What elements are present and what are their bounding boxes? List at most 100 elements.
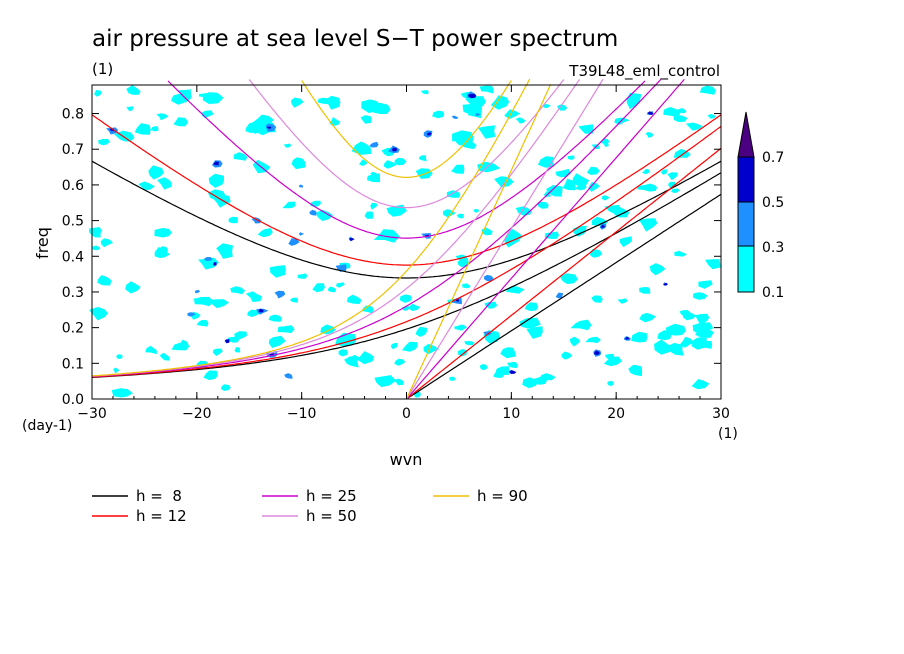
spectrum-blob (216, 243, 233, 259)
spectrum-blob (671, 188, 680, 194)
x-axis-label: wvn (390, 450, 423, 469)
spectrum-blob (89, 306, 108, 321)
spectrum-blob (537, 201, 549, 209)
mrg-curve-8 (91, 172, 722, 378)
colorbar-swatch (737, 245, 755, 293)
spectrum-blob (125, 281, 141, 294)
spectrum-blob (605, 353, 615, 360)
spectrum-blob (591, 216, 608, 226)
spectrum-blob (555, 292, 564, 299)
spectrum-blob (346, 294, 362, 304)
ig-curve-90 (301, 80, 512, 179)
spectrum-blob (639, 218, 658, 232)
mrg-curve-90 (91, 78, 531, 377)
spectrum-blob (478, 125, 496, 139)
spectrum-blob (603, 356, 623, 367)
spectrum-blob (692, 322, 714, 335)
spectrum-blob (468, 93, 477, 99)
spectrum-blob (309, 209, 317, 216)
spectrum-blob (705, 259, 721, 270)
spectrum-blob (299, 232, 305, 236)
spectrum-blob (156, 113, 169, 121)
spectrum-blob (479, 363, 488, 371)
x-unit-label: (1) (718, 426, 738, 442)
spectrum-blob (464, 341, 475, 346)
spectrum-blob (668, 181, 677, 188)
spectrum-blob (176, 89, 192, 98)
spectrum-blob (402, 341, 418, 352)
spectrum-blob (150, 126, 159, 132)
spectrum-blob (408, 303, 421, 311)
spectrum-blob (94, 89, 102, 97)
spectrum-blob (298, 184, 303, 188)
mrg-curve-25 (91, 79, 662, 378)
spectrum-blob (212, 348, 223, 356)
spectrum-blob (642, 169, 650, 175)
spectrum-blob (673, 326, 683, 331)
spectrum-blob (504, 109, 521, 119)
spectrum-blob (390, 342, 398, 350)
spectrum-blob (154, 228, 172, 238)
spectrum-blob (145, 345, 157, 355)
spectrum-blob (432, 110, 445, 119)
spectrum-blob (274, 290, 286, 299)
spectrum-blob (327, 286, 337, 293)
spectrum-blob (357, 351, 375, 365)
spectrum-blob (312, 283, 325, 293)
x-tick-label: 0 (402, 406, 411, 422)
spectrum-blob (369, 141, 379, 148)
spectrum-blob (208, 173, 224, 188)
colorbar-swatch (737, 201, 755, 247)
spectrum-blob (267, 126, 272, 129)
spectrum-blob (648, 111, 654, 115)
spectrum-blob (677, 108, 687, 114)
colorbar-label: 0.1 (762, 285, 784, 301)
spectrum-blob (456, 213, 464, 219)
spectrum-blob (203, 370, 218, 381)
plot-area (88, 78, 722, 400)
spectrum-blob (546, 185, 563, 197)
spectrum-blob (234, 347, 241, 353)
y-tick-label: 0.1 (62, 356, 84, 372)
x-tick-label: −30 (77, 406, 107, 422)
spectrum-blob (221, 384, 231, 391)
spectrum-blob (543, 104, 551, 109)
y-axis: 0.0 0.1 0.2 0.3 0.4 0.5 0.6 0.7 0.8 (62, 107, 721, 408)
spectrum-blob (419, 155, 427, 162)
legend: h = 8 h = 12 h = 25 h = 50 h = 90 (92, 487, 528, 525)
spectrum-blob (663, 283, 668, 286)
colorbar-label: 0.5 (762, 195, 784, 211)
colorbar-extend-arrow (737, 111, 755, 158)
spectrum-blob (202, 92, 224, 104)
spectrum-blob (462, 283, 471, 289)
spectrum-blob (452, 130, 474, 144)
spectrum-blob (233, 152, 248, 161)
spectrum-blob (674, 250, 688, 257)
spectrum-blob (600, 137, 610, 144)
spectrum-blob (607, 380, 614, 386)
spectrum-blob (631, 331, 648, 343)
spectrum-blob (193, 296, 214, 307)
ig-curve-25 (167, 80, 646, 239)
spectrum-blob (643, 183, 658, 192)
spectrum-blob (100, 238, 113, 248)
spectrum-blob (187, 312, 196, 317)
spectrum-blob (507, 361, 518, 369)
spectrum-blob (591, 295, 603, 303)
spectrum-blob (247, 309, 260, 317)
spectrum-blob (290, 297, 299, 303)
spectrum-blob (682, 312, 697, 321)
x-tick-label: −20 (182, 406, 212, 422)
y-tick-label: 0.2 (62, 321, 84, 337)
spectrum-blob (667, 172, 678, 181)
spectrum-blob (196, 320, 209, 327)
spectrum-blob (213, 262, 217, 266)
spectrum-blob (507, 228, 523, 245)
spectrum-blob (663, 107, 682, 117)
spectrum-blob (148, 165, 164, 180)
spectrum-blob (209, 299, 230, 309)
spectrum-blob (484, 301, 498, 309)
spectrum-blob (686, 122, 703, 131)
spectrum-blob (519, 317, 541, 329)
